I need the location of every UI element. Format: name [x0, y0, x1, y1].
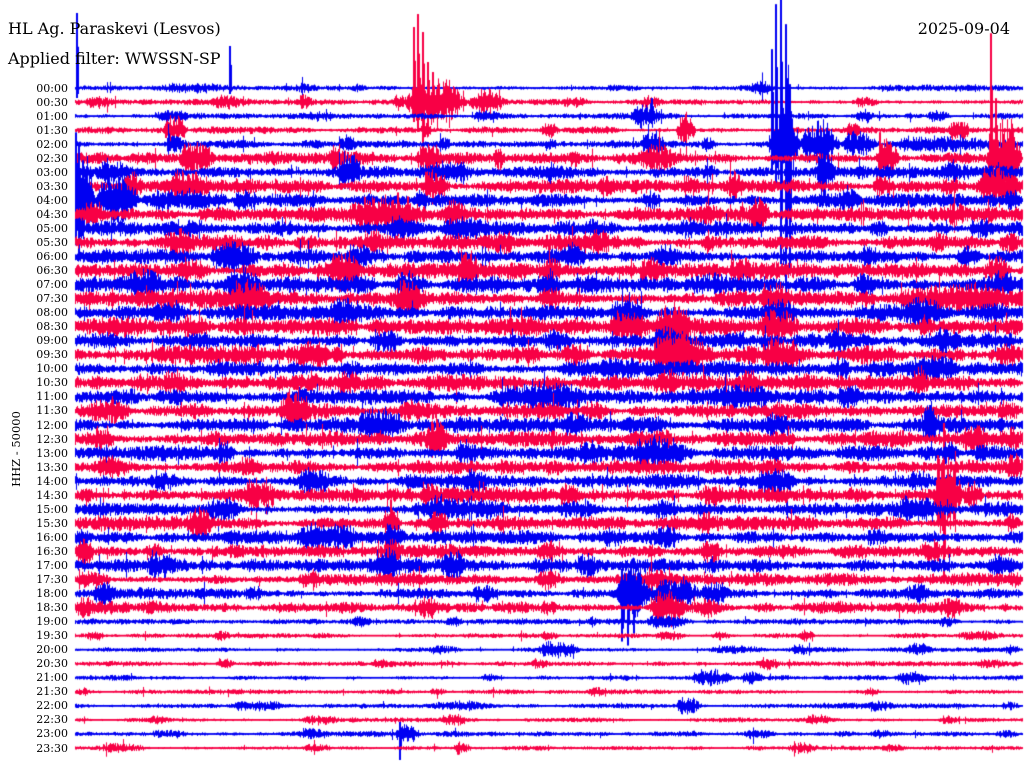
time-label: 23:30 [36, 741, 68, 755]
time-label: 09:00 [36, 334, 68, 348]
time-label: 20:30 [36, 657, 68, 671]
time-label: 11:30 [36, 404, 68, 418]
time-label: 08:00 [36, 306, 68, 320]
filter-label: Applied filter: WWSSN-SP [8, 49, 221, 68]
time-label: 07:00 [36, 278, 68, 292]
time-label: 13:30 [36, 460, 68, 474]
time-label: 04:30 [36, 207, 68, 221]
time-label: 06:00 [36, 250, 68, 264]
time-label: 01:30 [36, 123, 68, 137]
time-label: 06:30 [36, 264, 68, 278]
time-label: 17:00 [36, 558, 68, 572]
time-label: 15:30 [36, 516, 68, 530]
time-label: 03:30 [36, 179, 68, 193]
time-label: 16:00 [36, 530, 68, 544]
time-label: 22:00 [36, 699, 68, 713]
date-label: 2025-09-04 [917, 19, 1010, 38]
time-label: 07:30 [36, 292, 68, 306]
time-label: 05:00 [36, 221, 68, 235]
time-label: 21:30 [36, 685, 68, 699]
time-label: 14:00 [36, 474, 68, 488]
time-label: 08:30 [36, 320, 68, 334]
time-label: 01:00 [36, 109, 68, 123]
time-label: 00:30 [36, 95, 68, 109]
time-label: 04:00 [36, 193, 68, 207]
time-label: 14:30 [36, 488, 68, 502]
time-label: 19:00 [36, 615, 68, 629]
time-label: 02:00 [36, 137, 68, 151]
time-label: 09:30 [36, 348, 68, 362]
time-label: 18:30 [36, 601, 68, 615]
time-label: 11:00 [36, 390, 68, 404]
time-label: 00:00 [36, 81, 68, 95]
time-label: 22:30 [36, 713, 68, 727]
time-label: 17:30 [36, 573, 68, 586]
time-label: 21:00 [36, 671, 68, 685]
time-label: 10:00 [36, 362, 68, 376]
time-label: 16:30 [36, 544, 68, 558]
time-label: 15:00 [36, 502, 68, 516]
time-label: 13:00 [36, 446, 68, 460]
time-label: 05:30 [36, 235, 68, 249]
time-label: 12:30 [36, 432, 68, 446]
time-label: 23:00 [36, 727, 68, 741]
time-label: 02:30 [36, 151, 68, 165]
time-axis: 00:00 00:30 01:00 01:30 02:00 02:30 03:00 03:30… [0, 0, 71, 780]
time-label: 03:00 [36, 165, 68, 179]
time-label: 20:00 [36, 643, 68, 657]
time-label: 19:30 [36, 629, 68, 643]
time-label: 12:00 [36, 418, 68, 432]
time-label: 10:30 [36, 376, 68, 390]
time-label: 18:00 [36, 587, 68, 601]
station-title: HL Ag. Paraskevi (Lesvos) [8, 19, 221, 38]
